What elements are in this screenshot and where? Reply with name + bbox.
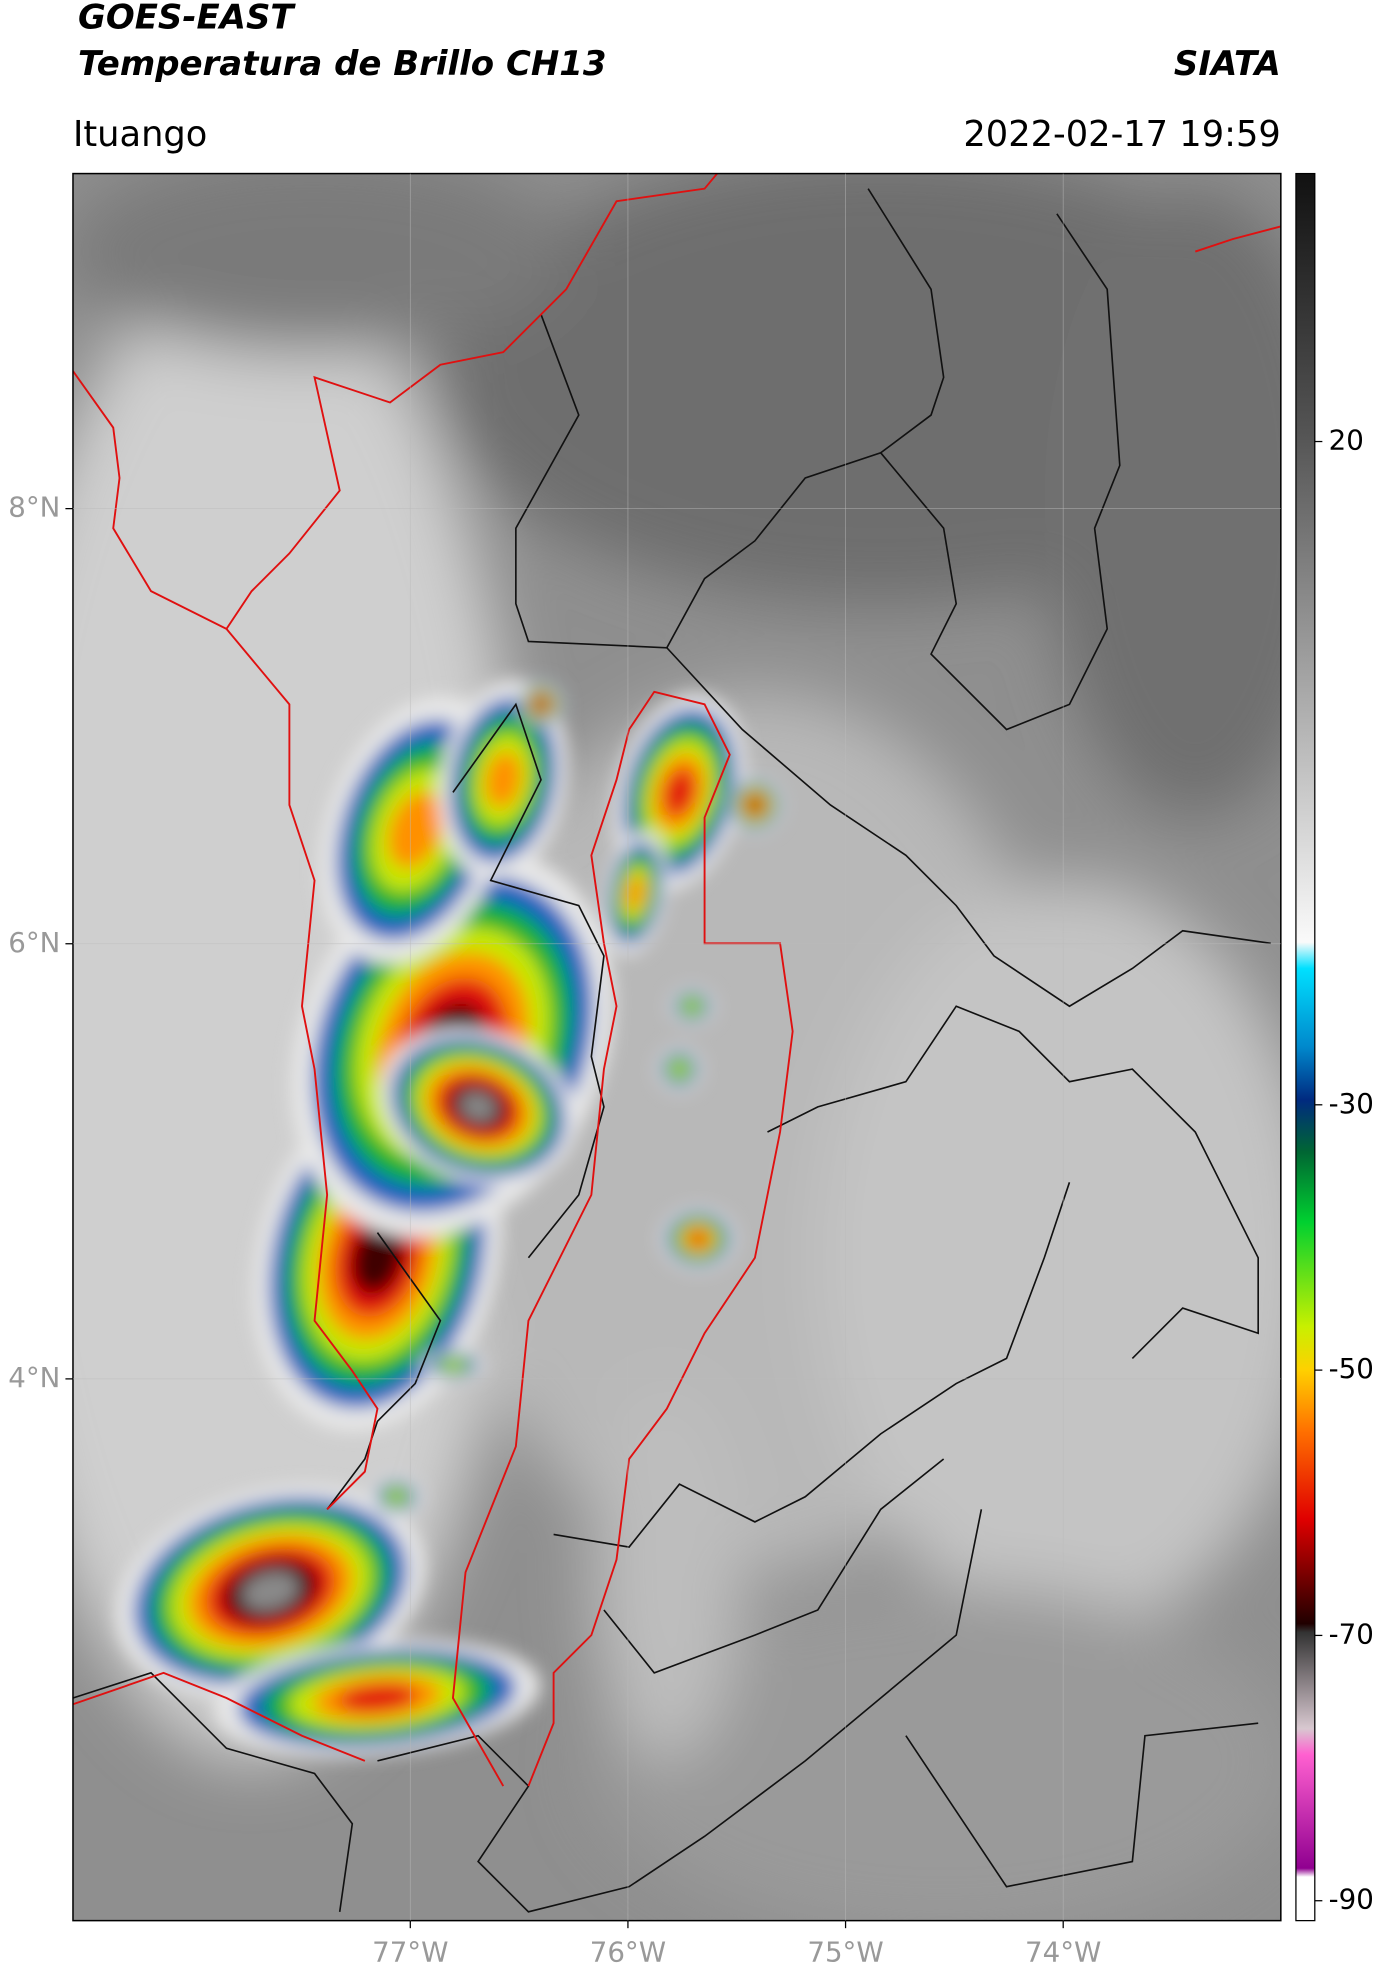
x-tick-label: 77°W: [372, 1935, 448, 1968]
colorbar: [1295, 172, 1316, 1922]
map-frame: [72, 172, 1282, 1922]
x-tick-label: 75°W: [807, 1935, 883, 1968]
datetime: 2022-02-17 19:59: [963, 114, 1280, 155]
colorbar-tick-label: -50: [1329, 1352, 1374, 1385]
cloud: [387, 1490, 406, 1504]
cloud: [625, 875, 645, 911]
cloud: [684, 999, 700, 1013]
subtitle: Temperatura de Brillo CH13: [78, 44, 607, 84]
colorbar-tick-label: -70: [1329, 1617, 1374, 1650]
map-image: [72, 173, 1281, 1921]
x-tick-label: 74°W: [1025, 1935, 1101, 1968]
cloud: [671, 1061, 688, 1077]
cloud: [459, 1092, 497, 1122]
cloud: [689, 1231, 708, 1247]
cloud: [387, 792, 443, 869]
title: GOES-EAST: [78, 0, 296, 37]
cloud: [442, 1359, 464, 1370]
colorbar-tick-label: -30: [1329, 1087, 1374, 1120]
colorbar-tick-label: -90: [1329, 1883, 1374, 1916]
y-tick-label: 8°N: [8, 491, 60, 524]
cloud: [351, 1221, 404, 1295]
location: Ituango: [73, 114, 207, 155]
cloud: [663, 768, 696, 817]
cloud: [241, 1571, 300, 1611]
y-tick-label: 6°N: [8, 926, 60, 959]
cloud: [536, 700, 546, 709]
colorbar-tick-label: 20: [1329, 424, 1364, 457]
cloud: [749, 799, 761, 811]
y-tick-label: 4°N: [8, 1361, 60, 1394]
cloud: [484, 751, 522, 809]
agency: SIATA: [1174, 44, 1281, 84]
cloud: [337, 1683, 417, 1713]
x-tick-label: 76°W: [590, 1935, 666, 1968]
